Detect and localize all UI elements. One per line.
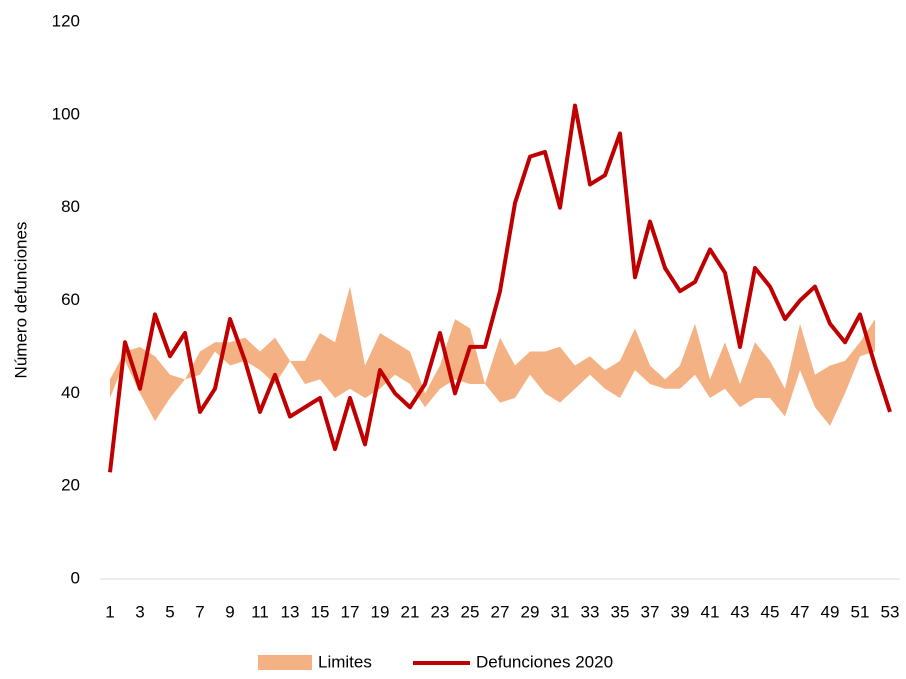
y-tick-label: 20: [61, 476, 80, 495]
x-tick-label: 25: [461, 602, 480, 621]
band-area: [110, 286, 875, 426]
x-tick-label: 47: [791, 602, 810, 621]
x-tick-label: 31: [551, 602, 570, 621]
y-tick-label: 120: [52, 11, 80, 30]
x-tick-label: 33: [581, 602, 600, 621]
x-tick-label: 37: [641, 602, 660, 621]
data-line: [108, 103, 892, 473]
y-tick-label: 60: [61, 290, 80, 309]
x-tick-label: 51: [851, 602, 870, 621]
x-tick-label: 29: [521, 602, 540, 621]
x-tick-label: 17: [341, 602, 360, 621]
x-tick-label: 9: [225, 602, 234, 621]
x-tick-label: 23: [431, 602, 450, 621]
x-tick-label: 5: [165, 602, 174, 621]
x-tick-label: 49: [821, 602, 840, 621]
x-tick-label: 13: [281, 602, 300, 621]
x-tick-label: 53: [881, 602, 900, 621]
x-tick-label: 19: [371, 602, 390, 621]
x-tick-label: 11: [251, 602, 269, 621]
y-tick-label: 100: [52, 104, 80, 123]
x-tick-label: 45: [761, 602, 780, 621]
x-tick-label: 15: [311, 602, 330, 621]
x-tick-label: 35: [611, 602, 630, 621]
x-tick-label: 27: [491, 602, 510, 621]
x-tick-label: 41: [701, 602, 720, 621]
y-axis-label: Número defunciones: [11, 222, 30, 379]
legend-label: Defunciones 2020: [476, 652, 613, 671]
y-tick-label: 80: [61, 197, 80, 216]
x-tick-label: 43: [731, 602, 750, 621]
x-tick-label: 1: [105, 602, 114, 621]
x-tick-label: 7: [195, 602, 204, 621]
x-tick-label: 39: [671, 602, 690, 621]
legend-label: Limites: [318, 652, 372, 671]
y-tick-label: 0: [71, 568, 80, 587]
y-tick-label: 40: [61, 383, 80, 402]
x-tick-label: 3: [135, 602, 144, 621]
x-tick-label: 21: [401, 602, 420, 621]
legend-swatch: [258, 655, 312, 670]
